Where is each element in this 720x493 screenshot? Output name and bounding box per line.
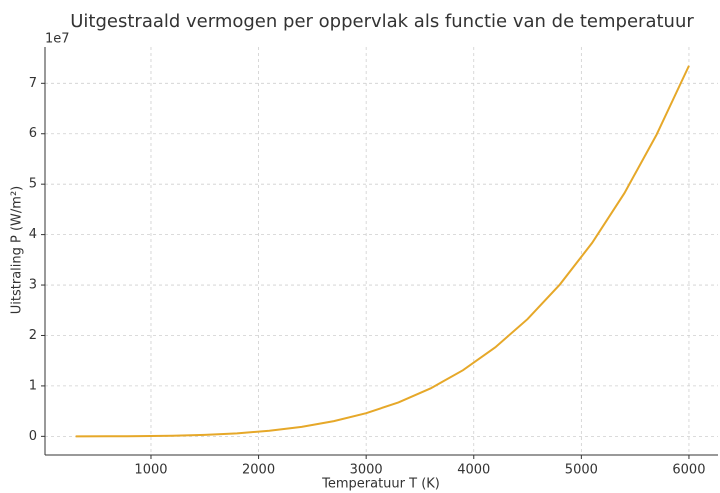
y-tick-label: 4 (29, 227, 37, 242)
x-tick-label: 1000 (134, 463, 167, 478)
x-tick-label: 5000 (565, 463, 598, 478)
x-tick-label: 2000 (242, 463, 275, 478)
line (75, 65, 690, 438)
y-tick-label: 2 (29, 328, 37, 343)
chart-title: Uitgestraald vermogen per oppervlak als … (70, 11, 694, 32)
y-offset-label: 1e7 (45, 32, 70, 47)
y-axis-label: Uitstraling P (W/m²) (10, 186, 25, 314)
y-tick-label: 6 (29, 126, 37, 141)
y-tick-label: 1 (29, 378, 37, 393)
y-tick-label: 7 (29, 76, 37, 91)
x-axis-label: Temperatuur T (K) (321, 477, 440, 492)
x-tick-label: 3000 (350, 463, 383, 478)
y-tick-label: 3 (29, 278, 37, 293)
y-tick-label: 0 (29, 429, 37, 444)
x-tick-label: 6000 (672, 463, 705, 478)
x-tick-label: 4000 (457, 463, 490, 478)
y-tick-label: 5 (29, 177, 37, 192)
